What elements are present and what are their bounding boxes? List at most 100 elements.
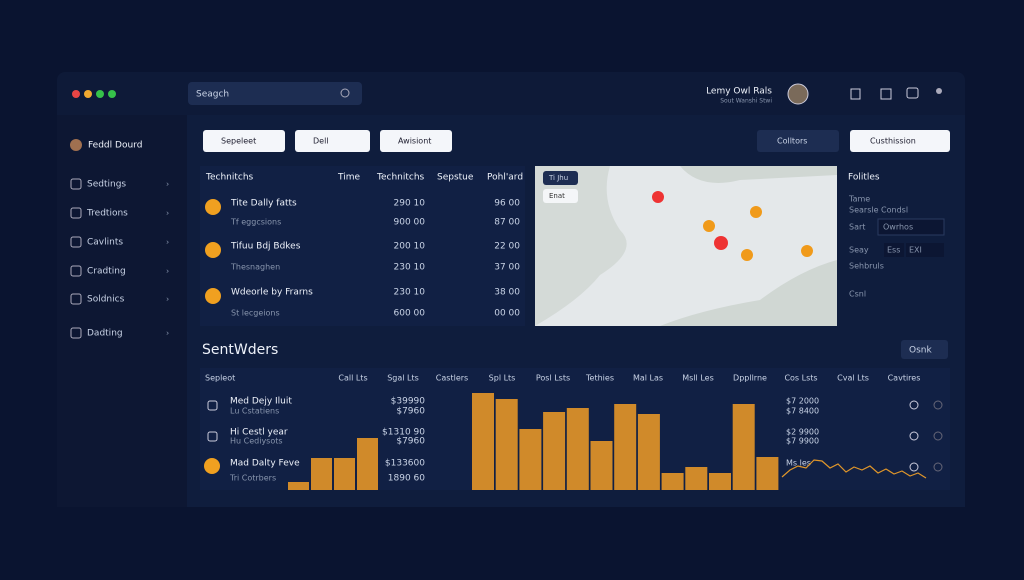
table-header: Msll Les	[682, 374, 713, 383]
row-action[interactable]	[933, 400, 943, 410]
search-text: Seagch	[196, 90, 229, 100]
row-icon	[207, 431, 218, 442]
cell: 1890 60	[388, 474, 425, 484]
row-action[interactable]	[933, 462, 943, 472]
panel-label: Sart	[849, 223, 865, 232]
close-dot[interactable]	[72, 90, 80, 98]
row-icon	[205, 288, 221, 304]
bar	[732, 404, 755, 490]
panel-option-text: Ess	[887, 246, 900, 255]
row-action[interactable]	[909, 462, 919, 472]
bar	[519, 429, 542, 490]
bar	[637, 414, 660, 490]
cell: $133600	[385, 459, 425, 469]
filter-label: Sepeleet	[221, 137, 256, 146]
nav-item[interactable]: Dadting	[87, 329, 123, 339]
row-sub: Hu Cediysots	[230, 437, 283, 446]
cell: 230 10	[394, 263, 426, 273]
map-button[interactable]	[543, 189, 578, 203]
bag-icon[interactable]	[880, 88, 892, 100]
table-header: Sgal Lts	[387, 374, 419, 383]
table-header: Tethies	[585, 374, 614, 383]
nav-chevron: ›	[166, 180, 169, 189]
row-action[interactable]	[909, 431, 919, 441]
row-icon	[207, 400, 218, 411]
home-icon[interactable]	[850, 88, 861, 100]
sparkline	[781, 459, 927, 479]
panel-label: Tame	[848, 195, 870, 204]
avatar[interactable]	[787, 83, 809, 105]
cell: $1310 90	[382, 428, 425, 438]
table-header: Sepleot	[205, 374, 235, 383]
nav-item[interactable]: Sedtings	[87, 180, 126, 190]
zoom-dot[interactable]	[108, 90, 116, 98]
profile-name: Feddl Dourd	[88, 141, 142, 151]
row-title: Wdeorle by Frarns	[231, 288, 313, 298]
filter-dropdown[interactable]	[850, 130, 950, 152]
nav-chevron: ›	[166, 267, 169, 276]
panel-select[interactable]	[877, 218, 945, 236]
table-header: Cavtires	[888, 374, 921, 383]
bar	[495, 399, 518, 490]
nav-item[interactable]: Cradting	[87, 267, 126, 277]
bar	[334, 458, 355, 490]
panel-label: Seay	[849, 246, 869, 255]
section-button[interactable]	[901, 340, 948, 359]
cell: 22 00	[494, 242, 520, 252]
table-header: Castlers	[436, 374, 468, 383]
filter-label: Awisiont	[398, 137, 431, 146]
table-header: Mal Las	[633, 374, 663, 383]
bar	[590, 441, 613, 490]
nav-chevron: ›	[166, 329, 169, 338]
section-title: SentWders	[202, 342, 278, 358]
cell: 290 10	[394, 199, 426, 209]
filter-dropdown[interactable]	[295, 130, 370, 152]
search-box[interactable]	[188, 82, 362, 105]
panel-option-text: EXI	[909, 246, 922, 255]
filter-label: Colltors	[777, 137, 807, 146]
row-action[interactable]	[933, 431, 943, 441]
bar	[357, 438, 378, 490]
filter-dropdown[interactable]	[380, 130, 452, 152]
filter-label: Dell	[313, 137, 329, 146]
min-dot[interactable]	[84, 90, 92, 98]
cell: 00 00	[494, 309, 520, 319]
cell: $39990	[391, 397, 426, 407]
cell: 200 10	[394, 242, 426, 252]
table-header: Time	[337, 173, 360, 183]
panel-select-text: Owrhos	[883, 223, 913, 232]
table-header: Spl Lts	[489, 374, 516, 383]
section-button-label: Osnk	[909, 346, 932, 356]
cell: $7960	[396, 407, 425, 417]
bar	[685, 467, 708, 490]
nav-icon	[70, 207, 82, 219]
user-sub: Sout Wanshi Stwi	[720, 98, 772, 105]
panel-option[interactable]	[906, 243, 944, 257]
nav-item[interactable]: Cavlints	[87, 238, 123, 248]
bar	[709, 473, 731, 490]
map-pins	[652, 191, 813, 261]
map-land	[535, 166, 627, 326]
chat-icon[interactable]	[906, 87, 919, 99]
nav-item[interactable]: Tredtions	[86, 209, 128, 219]
cell: $7 8400	[786, 407, 819, 416]
panel-title: Folitles	[848, 173, 880, 183]
map-button-label: Ti Jhu	[548, 174, 568, 182]
cell: 38 00	[494, 288, 520, 298]
filter-dropdown[interactable]	[757, 130, 839, 152]
table-header: Sepstue	[437, 173, 474, 183]
max-dot[interactable]	[96, 90, 104, 98]
row-action[interactable]	[909, 400, 919, 410]
profile-avatar	[70, 139, 82, 151]
cell: 96 00	[494, 199, 520, 209]
user-icon[interactable]	[936, 88, 942, 94]
cell: Ms les	[786, 459, 811, 468]
nav-item[interactable]: Soldnics	[87, 295, 125, 305]
panel-option[interactable]	[884, 243, 904, 257]
nav-icon	[70, 327, 82, 339]
nav-icon	[70, 265, 82, 277]
filter-dropdown[interactable]	[203, 130, 285, 152]
sidebar	[57, 115, 187, 507]
map-button[interactable]	[543, 171, 578, 185]
